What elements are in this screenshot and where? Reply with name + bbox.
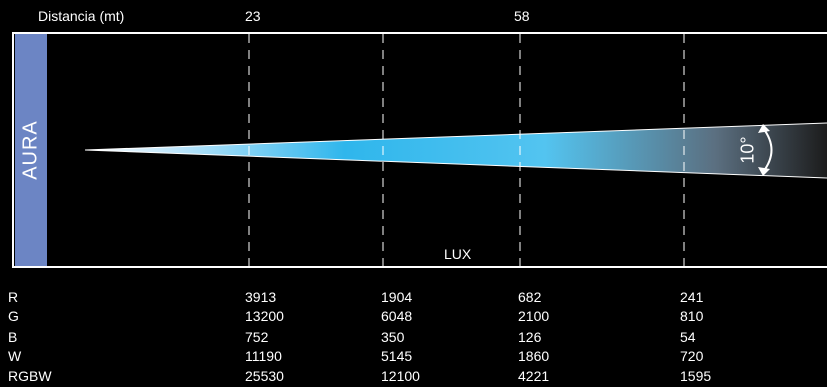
distance-mark-23: 23 xyxy=(245,8,261,24)
table-cell: 126 xyxy=(518,329,542,345)
row-label: G xyxy=(8,308,19,324)
row-label: W xyxy=(8,348,22,364)
table-cell: 4221 xyxy=(518,368,550,384)
row-label: R xyxy=(8,289,19,305)
table-row-b: B 752 350 126 54 xyxy=(0,329,827,345)
table-cell: 6048 xyxy=(381,308,413,324)
table-cell: 25530 xyxy=(245,368,284,384)
table-cell: 12100 xyxy=(381,368,420,384)
row-label: RGBW xyxy=(8,368,52,384)
distance-label: Distancia (mt) xyxy=(38,8,125,24)
table-row-r: R 3913 1904 682 241 xyxy=(0,289,827,305)
table-cell: 11190 xyxy=(245,348,282,364)
table-row-w: W 11190 5145 1860 720 xyxy=(0,348,827,364)
table-cell: 3913 xyxy=(245,289,277,305)
table-cell: 1904 xyxy=(381,289,413,305)
beam-lower-edge xyxy=(84,149,827,179)
table-cell: 5145 xyxy=(381,348,413,364)
table-row-rgbw: RGBW 25530 12100 4221 1595 xyxy=(0,368,827,384)
table-cell: 13200 xyxy=(245,308,284,324)
table-cell: 810 xyxy=(680,308,704,324)
beam-angle-label: 10° xyxy=(737,136,758,164)
lux-label: LUX xyxy=(444,246,472,262)
table-cell: 241 xyxy=(680,289,704,305)
table-cell: 720 xyxy=(680,348,704,364)
table-cell: 54 xyxy=(680,329,696,345)
distance-mark-58: 58 xyxy=(514,8,530,24)
table-cell: 2100 xyxy=(518,308,550,324)
beam-upper-edge xyxy=(84,122,827,151)
row-label: B xyxy=(8,329,18,345)
arc-arrow-top xyxy=(758,124,770,133)
beam-panel xyxy=(12,32,827,268)
table-cell: 1860 xyxy=(518,348,550,364)
table-cell: 682 xyxy=(518,289,542,305)
table-cell: 752 xyxy=(245,329,269,345)
table-cell: 1595 xyxy=(680,368,712,384)
arc-arrow-bottom xyxy=(758,167,770,176)
table-cell: 350 xyxy=(381,329,405,345)
table-row-g: G 13200 6048 2100 810 xyxy=(0,308,827,324)
light-beam xyxy=(85,123,827,178)
fixture-tab: AURA xyxy=(15,34,47,266)
